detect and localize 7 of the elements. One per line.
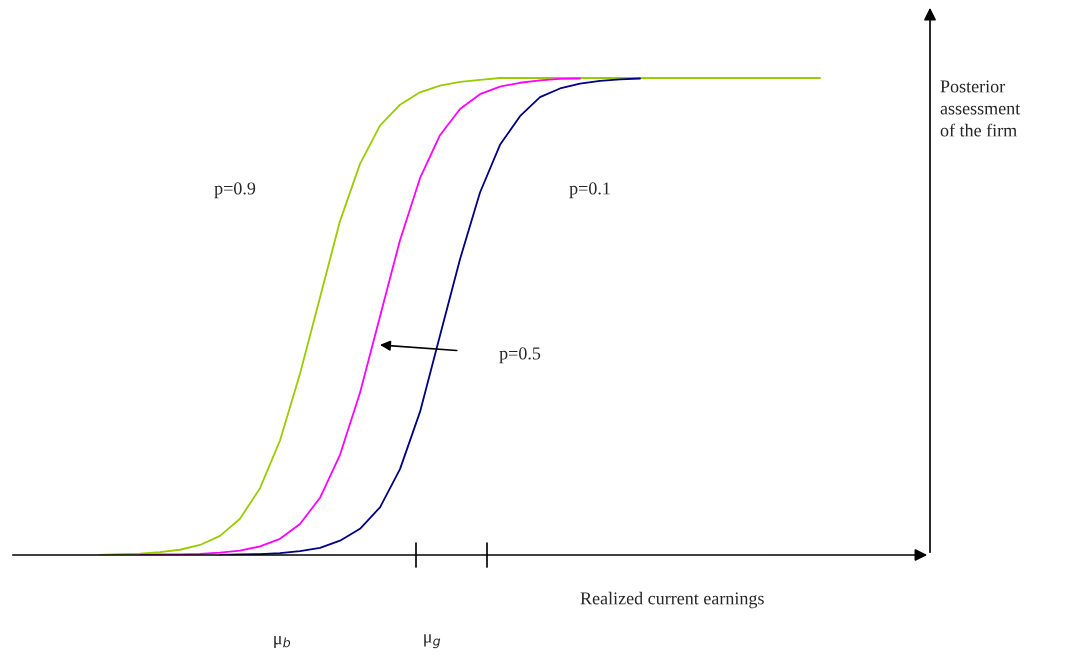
- annotation: p=0.9: [214, 182, 256, 199]
- text: μ$_{g}$: [424, 634, 441, 649]
- text: Posterior assessment of the firm: [940, 80, 1021, 137]
- text: μ$_{b}$: [274, 635, 291, 649]
- x-axis-title: Realized current earnings: [580, 591, 764, 609]
- annotation: p=0.1: [569, 182, 610, 199]
- annotation: p=0.5: [499, 347, 541, 364]
